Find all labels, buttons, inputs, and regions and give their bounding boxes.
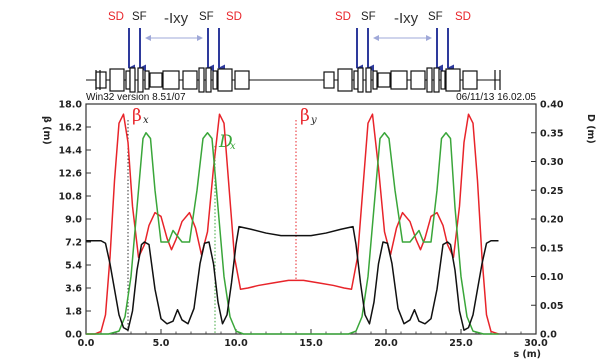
y-left-tick-label: 16.2 [59,123,82,134]
magnet-element [426,67,433,93]
annotation-subscript: x [143,115,149,126]
y-right-tick-label: 0.35 [540,128,563,139]
x-tick-label: 25.0 [449,338,473,349]
series-line-1 [86,132,499,335]
x-tick-label: 30.0 [524,338,548,349]
x-tick-label: 0.0 [78,338,95,349]
sf-label-right-1: SF [361,11,376,23]
sd-label-right-2: SD [455,11,471,23]
magnet-element [198,67,205,93]
magnet-element [353,70,359,90]
x-tick-label: 15.0 [299,338,323,349]
y-left-tick-label: 7.2 [65,238,82,249]
y-left-tick-label: 5.4 [65,261,82,272]
series-line-0 [86,113,499,335]
chart-series [86,113,499,335]
magnet-element [462,70,478,90]
x-tick-label: 5.0 [153,338,170,349]
magnet-element [377,72,391,88]
version-text: Win32 version 8.51/07 [86,92,186,103]
lxy-label-left: -Ixy [164,10,189,27]
magnet-labels-right: SD SF -Ixy SF SD [335,10,471,27]
magnet-element [109,68,125,92]
magnet-element [137,67,144,93]
magnet-element [323,71,335,89]
sd-label-left-1: SD [108,11,124,23]
y-left-tick-label: 12.6 [59,169,83,180]
y-left-axis-title: β (m) [41,116,52,145]
sd-label-left-2: SD [226,11,242,23]
annotation-subscript: x [230,141,236,152]
magnet-element [182,70,198,90]
y-left-tick-label: 1.8 [65,307,82,318]
y-right-tick-label: 0.20 [540,215,564,226]
axis-ticks: 0.0 5.0 10.0 15.0 20.0 25.0 30.00.01.83.65.47.… [59,100,564,350]
magnet-element [212,70,218,90]
x-axis-title: s (m) [513,349,541,359]
magnet-element [337,68,353,92]
series-line-2 [86,225,499,331]
x-tick-label: 20.0 [374,338,398,349]
annotation-subscript: y [310,115,317,126]
magnet-element [125,70,131,90]
magnet-element [205,67,212,93]
annotation-label-betay: β [300,106,310,126]
y-left-tick-label: 14.4 [59,146,83,157]
y-right-tick-label: 0.40 [540,100,564,111]
lattice-layout [86,67,501,93]
magnet-element [357,67,364,93]
y-left-tick-label: 3.6 [65,284,82,295]
y-right-axis-title: D (m) [585,114,596,144]
magnet-element [95,71,107,89]
magnet-element [365,67,372,93]
sf-label-left-1: SF [132,11,147,23]
magnet-element [234,70,250,90]
y-right-tick-label: 0.15 [540,243,563,254]
x-tick-label: 10.0 [224,338,248,349]
plot-frame [85,103,537,335]
magnet-element [390,70,408,90]
y-right-tick-label: 0.0 [540,330,557,341]
magnet-element [144,70,150,90]
magnet-element [410,70,426,90]
magnet-element [129,67,136,93]
magnet-element [440,70,446,90]
magnet-element [162,70,180,90]
y-left-tick-label: 0.0 [65,330,82,341]
sd-label-right-1: SD [335,11,351,23]
magnet-labels-left: SD SF -Ixy SF SD [108,10,242,27]
magnet-element [149,72,163,88]
y-right-tick-label: 0.25 [540,186,563,197]
y-left-tick-label: 10.8 [59,192,83,203]
annotation-label-betax: β [132,106,142,126]
magnet-element [372,70,378,90]
magnet-element [217,68,233,92]
sf-label-right-2: SF [428,11,443,23]
lxy-label-right: -Ixy [394,10,419,27]
y-left-tick-label: 18.0 [59,100,83,111]
sextupole-arrows [128,28,454,72]
magnet-element [445,68,461,92]
y-right-tick-label: 0.05 [540,301,563,312]
magnet-element [433,67,440,93]
y-right-tick-label: 0.10 [540,272,564,283]
y-left-tick-label: 9.0 [65,215,82,226]
sf-label-left-2: SF [199,11,214,23]
y-right-tick-label: 0.30 [540,157,564,168]
datetime-text: 06/11/13 16.02.05 [456,92,536,103]
